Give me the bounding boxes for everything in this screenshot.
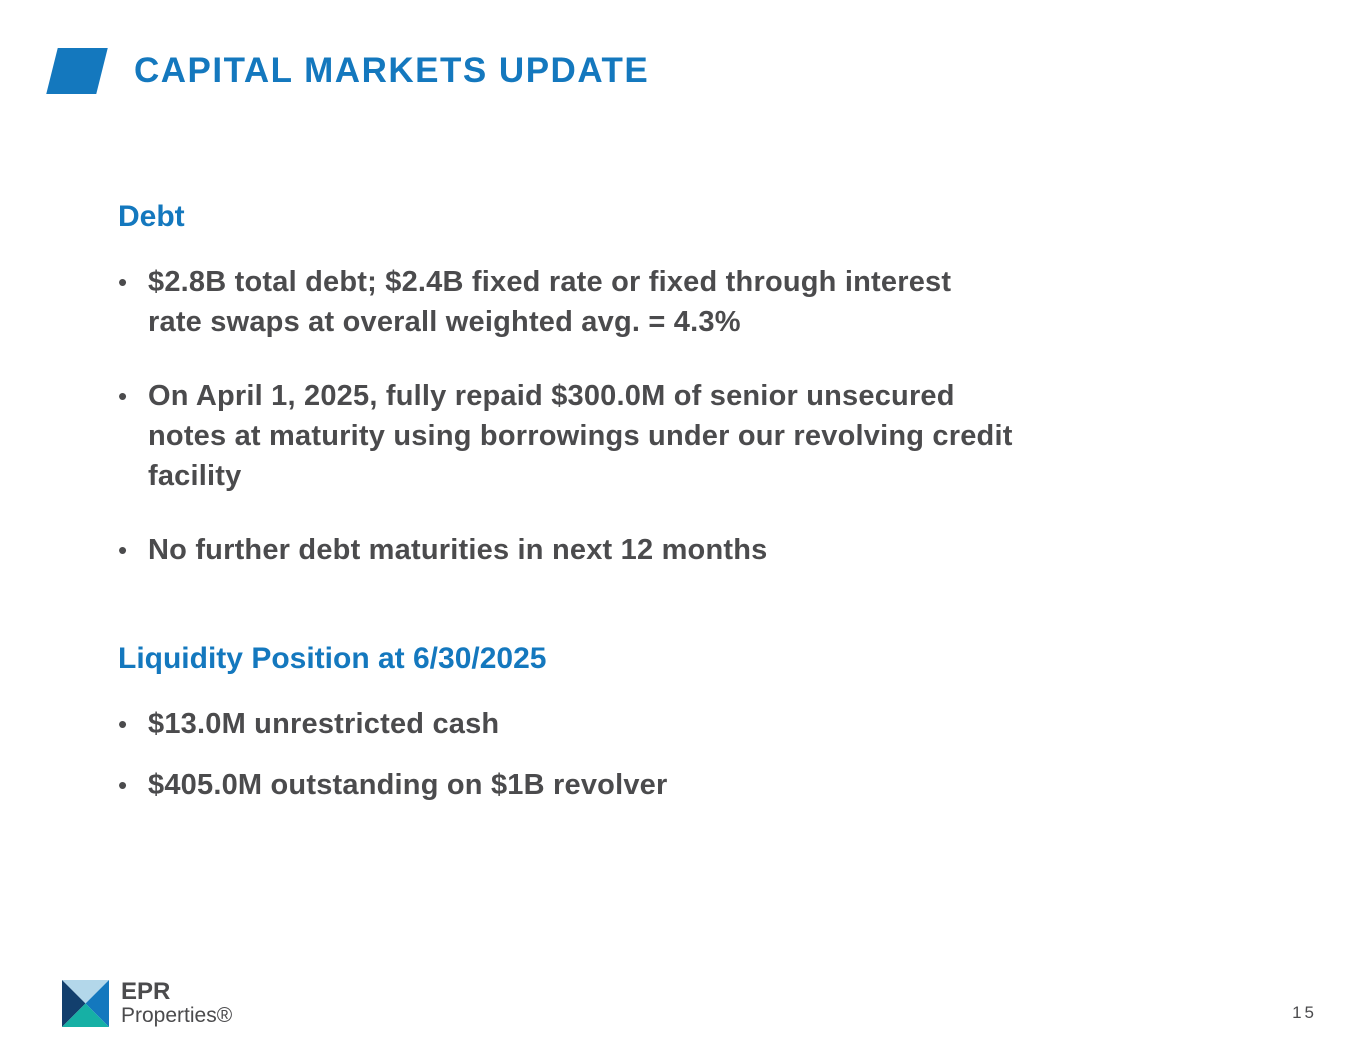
page-number: 15: [1292, 1003, 1317, 1022]
logo-brand-text: EPR: [121, 978, 171, 1005]
page-title: CAPITAL MARKETS UPDATE: [134, 51, 650, 90]
accent-parallelogram-icon: [46, 48, 108, 94]
epr-logo: EPR Properties®: [62, 979, 232, 1027]
debt-bullet-list: • $2.8B total debt; $2.4B fixed rate or …: [118, 262, 1248, 570]
list-item: • $13.0M unrestricted cash: [118, 704, 1248, 744]
slide-content: Debt • $2.8B total debt; $2.4B fixed rat…: [118, 200, 1248, 826]
bullet-icon: •: [118, 267, 128, 297]
slide-header: CAPITAL MARKETS UPDATE: [46, 48, 650, 94]
bullet-icon: •: [118, 381, 128, 411]
bullet-icon: •: [118, 709, 128, 739]
bullet-text: $13.0M unrestricted cash: [148, 708, 500, 740]
bullet-text: $2.8B total debt; $2.4B fixed rate or fi…: [148, 266, 952, 338]
liquidity-bullet-list: • $13.0M unrestricted cash • $405.0M out…: [118, 704, 1248, 805]
list-item: • $405.0M outstanding on $1B revolver: [118, 765, 1248, 805]
epr-logo-text: EPR Properties®: [121, 979, 232, 1027]
bullet-text: No further debt maturities in next 12 mo…: [148, 534, 768, 566]
bullet-text: $405.0M outstanding on $1B revolver: [148, 769, 668, 801]
bullet-icon: •: [118, 535, 128, 565]
logo-sub-text: Properties®: [121, 1004, 233, 1027]
bullet-icon: •: [118, 770, 128, 800]
section-heading-liquidity: Liquidity Position at 6/30/2025: [118, 642, 547, 675]
list-item: • On April 1, 2025, fully repaid $300.0M…: [118, 376, 1248, 496]
bullet-text: On April 1, 2025, fully repaid $300.0M o…: [148, 380, 1013, 492]
list-item: • No further debt maturities in next 12 …: [118, 530, 1248, 570]
epr-logo-icon: [62, 979, 109, 1027]
section-heading-debt: Debt: [118, 200, 185, 233]
list-item: • $2.8B total debt; $2.4B fixed rate or …: [118, 262, 1248, 342]
